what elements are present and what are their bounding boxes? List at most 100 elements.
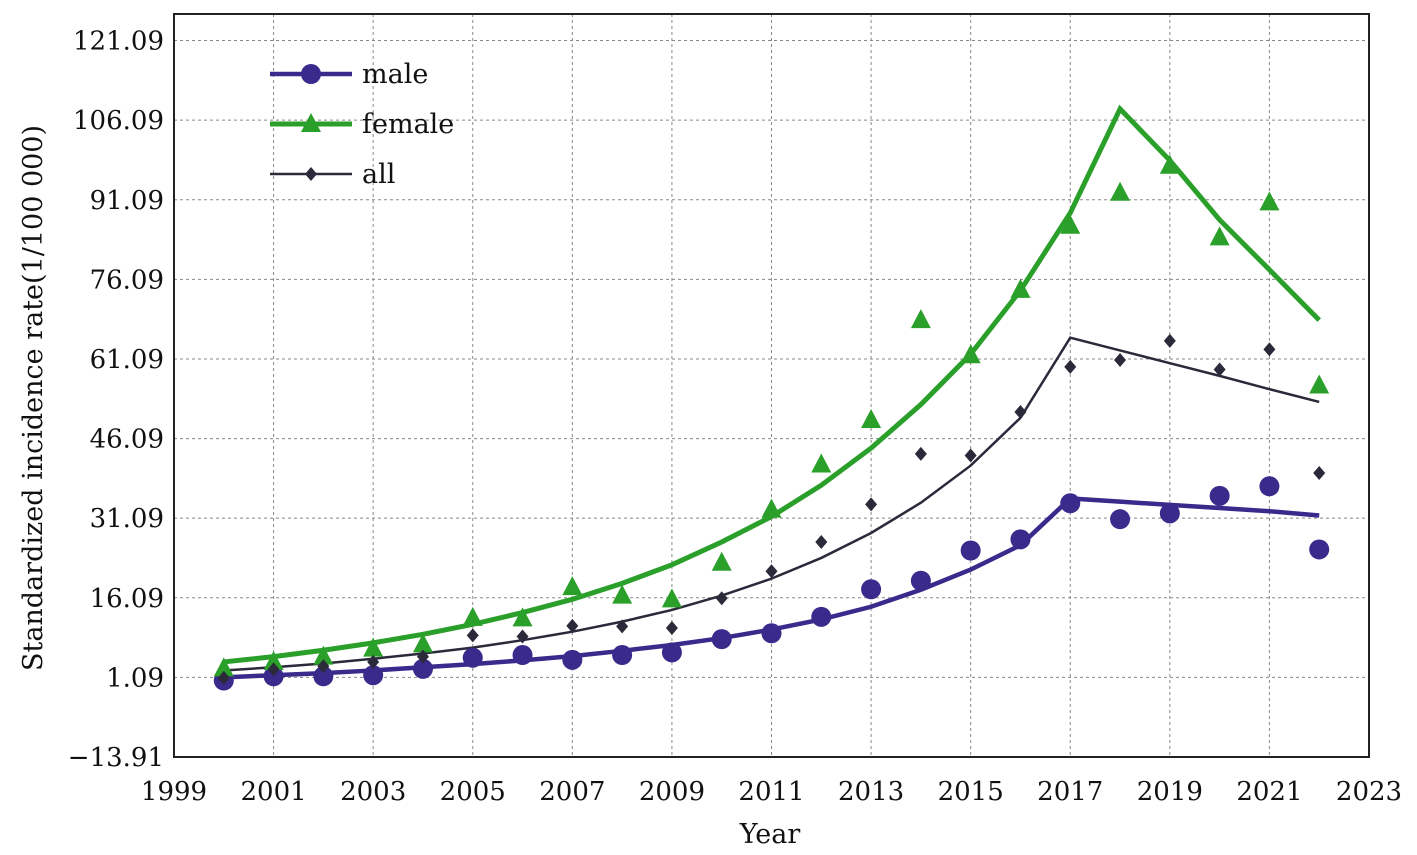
series-male-point [612, 645, 633, 666]
series-all-point [516, 629, 529, 644]
x-tick-label: 2011 [738, 777, 804, 807]
series-female-point [1010, 278, 1031, 298]
series-all-fitted-line [223, 336, 1320, 672]
series-female-point [811, 453, 832, 473]
series-male-point [661, 642, 682, 663]
series-male-point [1060, 493, 1081, 514]
series-female-point [960, 344, 981, 364]
y-tick-label: −13.91 [68, 743, 164, 773]
series-female-point [512, 607, 533, 627]
series-female-point [213, 657, 234, 677]
x-tick-label: 2021 [1236, 777, 1302, 807]
series-female-point [910, 309, 931, 329]
observed-markers [213, 154, 1330, 691]
legend-female-label: female [362, 109, 454, 140]
x-tick-label: 2007 [539, 777, 605, 807]
series-all-point [1313, 466, 1326, 481]
series-all-point [1213, 362, 1226, 377]
y-tick-label: 121.09 [73, 27, 164, 57]
series-male-point [562, 649, 583, 670]
series-male-point [1309, 539, 1330, 560]
series-female-point [412, 633, 433, 653]
x-tick-label: 2003 [340, 777, 406, 807]
series-female-point [1060, 214, 1081, 234]
series-male-point [412, 658, 433, 679]
series-all-point [665, 620, 678, 635]
series-female-point [661, 588, 682, 608]
x-tick-label: 2001 [240, 777, 306, 807]
series-female-point [562, 576, 583, 596]
series-female-point [1259, 191, 1280, 211]
series-male-point [1259, 476, 1280, 497]
y-tick-label: 1.09 [106, 663, 164, 693]
series-all-point [1163, 333, 1176, 348]
x-tick-label: 2023 [1336, 777, 1402, 807]
legend: male female all [270, 59, 454, 190]
legend-all-marker [305, 167, 317, 181]
series-all-point [317, 659, 330, 674]
y-axis-title: Standardized incidence rate(1/100 000) [18, 125, 49, 671]
series-female-point [861, 408, 882, 428]
series-male-point [761, 623, 782, 644]
series-all-point [765, 564, 778, 579]
series-all-point [217, 670, 230, 685]
series-male-point [1159, 503, 1180, 524]
x-tick-label: 2015 [938, 777, 1004, 807]
series-male-point [1209, 485, 1230, 506]
x-tick-label: 2017 [1037, 777, 1103, 807]
series-all-point [914, 446, 927, 461]
series-all-point [416, 649, 429, 664]
series-all-point [1263, 342, 1276, 357]
y-tick-label: 76.09 [90, 265, 164, 295]
series-female-point [363, 637, 384, 657]
series-all-point [865, 497, 878, 512]
series-female-point [612, 584, 633, 604]
series-all-point [964, 448, 977, 463]
series-male-point [363, 665, 384, 686]
series-female-point [711, 551, 732, 571]
y-tick-label: 61.09 [90, 345, 164, 375]
series-male-point [910, 570, 931, 591]
plot-frame [173, 13, 1370, 758]
series-female-point [313, 645, 334, 665]
series-female-point [1110, 181, 1131, 201]
x-tick-label: 1999 [141, 777, 207, 807]
series-male-point [462, 647, 483, 668]
y-tick-label: 31.09 [90, 504, 164, 534]
legend-male-label: male [362, 59, 428, 90]
series-all-point [1014, 404, 1027, 419]
legend-male-marker [301, 64, 321, 84]
y-tick-label: 46.09 [90, 425, 164, 455]
series-all-point [1114, 352, 1127, 367]
series-male-point [313, 666, 334, 687]
series-female-point [263, 650, 284, 670]
series-male-point [861, 579, 882, 600]
series-all-point [616, 619, 629, 634]
series-female-point [1159, 154, 1180, 174]
series-male-point [1010, 529, 1031, 550]
series-male-point [711, 629, 732, 650]
legend-female-marker [301, 113, 321, 132]
series-female-point [1209, 226, 1230, 246]
y-tick-label: 106.09 [73, 106, 164, 136]
x-tick-label: 2009 [639, 777, 705, 807]
x-tick-label: 2005 [440, 777, 506, 807]
x-tick-label: 2019 [1137, 777, 1203, 807]
series-all-point [367, 654, 380, 669]
series-male-point [811, 606, 832, 627]
series-all-point [1064, 359, 1077, 374]
series-all-point [815, 535, 828, 550]
x-tick-label: 2013 [838, 777, 904, 807]
legend-all-label: all [362, 159, 395, 190]
series-all-point [715, 591, 728, 606]
y-tick-label: 91.09 [90, 186, 164, 216]
series-female-point [761, 498, 782, 518]
series-male-point [1110, 509, 1131, 530]
x-axis-title: Year [739, 819, 801, 850]
series-male-point [512, 645, 533, 666]
series-all-point [267, 662, 280, 677]
series-all-point [566, 618, 579, 633]
